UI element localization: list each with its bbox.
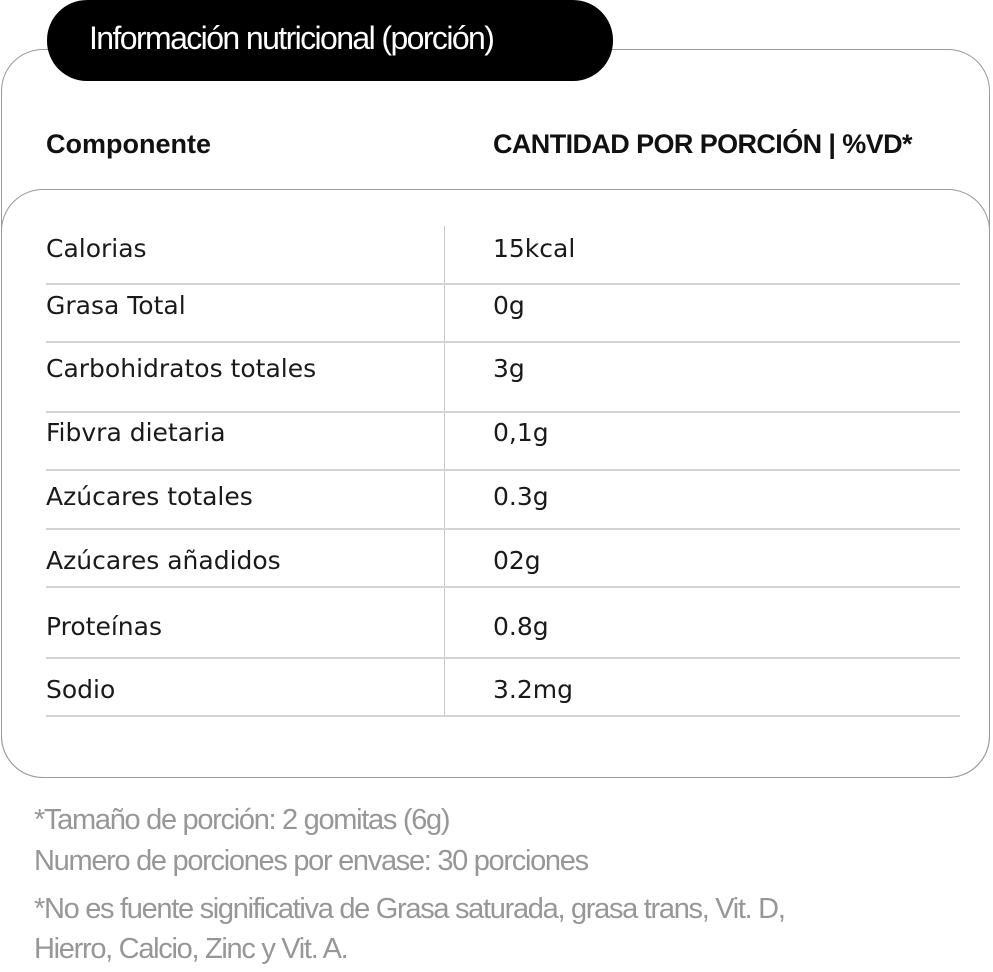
row-value: 0.3g	[493, 482, 549, 511]
table-row: Azúcares totales 0.3g	[46, 471, 960, 530]
row-value: 0g	[493, 291, 525, 320]
row-name: Grasa Total	[46, 291, 186, 320]
footnote-disclaimer-continued: Hierro, Calcio, Zinc y Vit. A.	[34, 933, 349, 965]
row-name: Fibvra dietaria	[46, 418, 226, 447]
row-divider	[46, 586, 960, 588]
table-row: Sodio 3.2mg	[46, 659, 960, 717]
row-divider	[46, 469, 960, 471]
row-value: 3.2mg	[493, 675, 573, 704]
row-divider	[46, 715, 960, 717]
title-pill: Información nutricional (porción)	[47, 0, 613, 81]
row-value: 15kcal	[493, 234, 576, 263]
page-title: Información nutricional (porción)	[89, 20, 495, 56]
footnote-servings-per-container: Numero de porciones por envase: 30 porci…	[34, 845, 589, 877]
row-value: 0.8g	[493, 612, 549, 641]
table-row: Proteínas 0.8g	[46, 588, 960, 659]
row-name: Azúcares añadidos	[46, 546, 281, 575]
row-divider	[46, 283, 960, 285]
row-divider	[46, 411, 960, 413]
row-name: Calorias	[46, 234, 147, 263]
footnote-disclaimer: *No es fuente significativa de Grasa sat…	[34, 893, 786, 925]
row-divider	[46, 528, 960, 530]
row-divider	[46, 657, 960, 659]
row-value: 3g	[493, 354, 525, 383]
table-row: Calorias 15kcal	[46, 226, 960, 285]
row-name: Carbohidratos totales	[46, 354, 317, 383]
row-name: Proteínas	[46, 612, 162, 641]
column-divider	[444, 226, 445, 716]
column-header-amount: CANTIDAD POR PORCIÓN | %VD*	[493, 129, 912, 159]
nutrition-table-panel	[1, 189, 990, 778]
row-divider	[46, 341, 960, 343]
row-name: Sodio	[46, 675, 116, 704]
row-value: 0,1g	[493, 418, 549, 447]
row-name: Azúcares totales	[46, 482, 253, 511]
table-row: Fibvra dietaria 0,1g	[46, 413, 960, 471]
column-header-component: Componente	[46, 129, 211, 159]
row-value: 02g	[493, 546, 541, 575]
table-row: Azúcares añadidos 02g	[46, 530, 960, 588]
table-row: Carbohidratos totales 3g	[46, 343, 960, 413]
footnote-serving-size: *Tamaño de porción: 2 gomitas (6g)	[34, 804, 451, 836]
table-row: Grasa Total 0g	[46, 285, 960, 343]
